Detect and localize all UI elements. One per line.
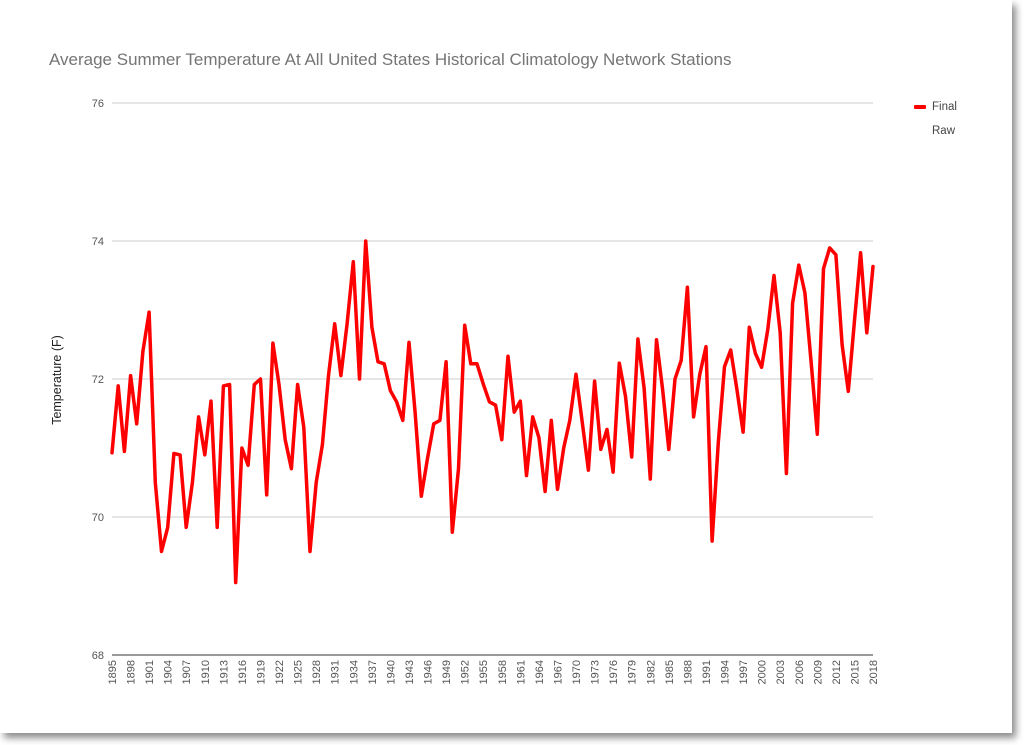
- legend-label-final: Final: [932, 101, 957, 113]
- x-tick-label-1961: 1961: [515, 660, 527, 684]
- x-tick-label-1973: 1973: [590, 660, 602, 684]
- x-tick-label-2003: 2003: [775, 660, 787, 684]
- x-tick-label-2015: 2015: [849, 660, 861, 684]
- legend: Final Raw: [914, 95, 957, 143]
- x-tick-label-2018: 2018: [868, 660, 880, 684]
- x-tick-label-1895: 1895: [107, 660, 119, 684]
- legend-item-final[interactable]: Final: [914, 95, 957, 119]
- x-tick-label-1997: 1997: [738, 660, 750, 684]
- x-tick-label-1967: 1967: [552, 660, 564, 684]
- x-tick-label-2012: 2012: [831, 660, 843, 684]
- x-tick-label-1991: 1991: [701, 660, 713, 684]
- x-tick-label-1985: 1985: [664, 660, 676, 684]
- x-tick-label-1910: 1910: [200, 660, 212, 684]
- x-tick-label-2006: 2006: [794, 660, 806, 684]
- x-tick-label-1907: 1907: [181, 660, 193, 684]
- x-tick-label-1952: 1952: [460, 660, 472, 684]
- x-tick-label-1988: 1988: [682, 660, 694, 684]
- x-tick-label-1949: 1949: [441, 660, 453, 684]
- x-tick-label-1898: 1898: [126, 660, 138, 684]
- y-axis-ticks: 68 70 72 74 76: [92, 98, 104, 662]
- x-tick-label-1946: 1946: [423, 660, 435, 684]
- y-tick-label-70: 70: [92, 512, 104, 524]
- y-tick-label-72: 72: [92, 374, 104, 386]
- x-tick-label-1979: 1979: [627, 660, 639, 684]
- x-tick-label-2000: 2000: [757, 660, 769, 684]
- x-tick-label-1931: 1931: [330, 660, 342, 684]
- series-lines: [110, 239, 875, 585]
- gridlines: [112, 102, 873, 656]
- x-tick-label-1955: 1955: [478, 660, 490, 684]
- x-tick-label-1943: 1943: [404, 660, 416, 684]
- x-tick-label-1994: 1994: [720, 660, 732, 684]
- x-tick-label-1916: 1916: [237, 660, 249, 684]
- legend-label-raw: Raw: [932, 125, 956, 137]
- x-tick-label-2009: 2009: [812, 660, 824, 684]
- legend-item-raw[interactable]: Raw: [914, 119, 957, 143]
- legend-swatch-final: [914, 105, 926, 109]
- x-tick-label-1928: 1928: [311, 660, 323, 684]
- x-axis-ticks: 1895 1898 1901 1904 1907 1910 1913 1916 1919 1922…: [107, 660, 880, 684]
- series-line-final: [110, 239, 875, 585]
- x-tick-label-1964: 1964: [534, 660, 546, 684]
- chart-title: Average Summer Temperature At All United…: [49, 50, 732, 69]
- x-tick-label-1904: 1904: [163, 660, 175, 684]
- x-tick-label-1913: 1913: [218, 660, 230, 684]
- y-tick-label-76: 76: [92, 98, 104, 110]
- x-tick-label-1970: 1970: [571, 660, 583, 684]
- x-tick-label-1934: 1934: [348, 660, 360, 684]
- y-tick-label-74: 74: [92, 236, 104, 248]
- y-tick-label-68: 68: [92, 650, 104, 662]
- x-tick-label-1940: 1940: [385, 660, 397, 684]
- chart-card: Average Summer Temperature At All United…: [49, 50, 957, 685]
- x-tick-label-1976: 1976: [608, 660, 620, 684]
- x-tick-label-1937: 1937: [367, 660, 379, 684]
- x-tick-label-1958: 1958: [497, 660, 509, 684]
- x-tick-label-1925: 1925: [293, 660, 305, 684]
- x-tick-label-1901: 1901: [144, 660, 156, 684]
- x-tick-label-1922: 1922: [274, 660, 286, 684]
- x-tick-label-1919: 1919: [255, 660, 267, 684]
- x-tick-label-1982: 1982: [645, 660, 657, 684]
